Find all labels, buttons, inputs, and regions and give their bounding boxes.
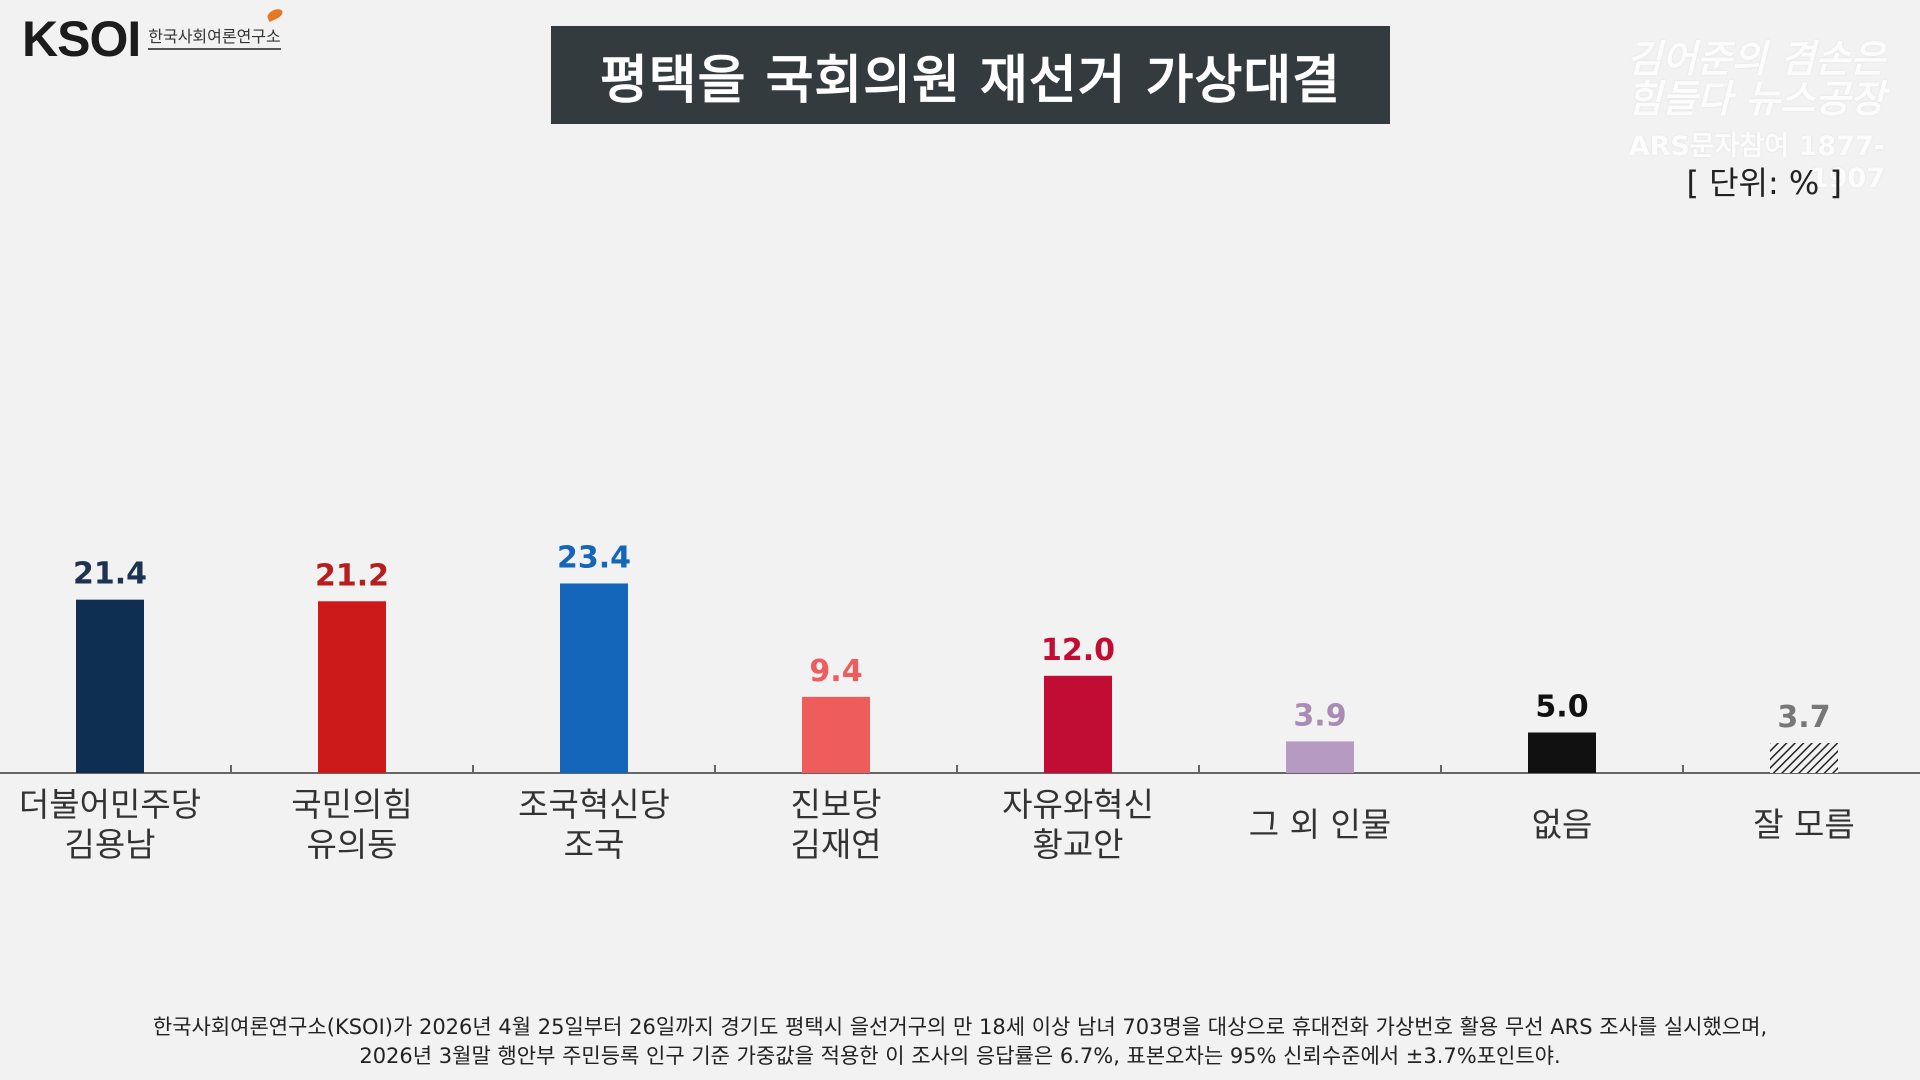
- tick-label: 국민의힘: [291, 785, 412, 824]
- logo-subtitle: 한국사회여론연구소: [148, 28, 281, 50]
- data-label: 5.0: [1535, 690, 1588, 725]
- tick-label: 그 외 인물: [1249, 805, 1391, 844]
- data-label: 9.4: [809, 654, 862, 689]
- tick-label: 조국혁신당: [518, 785, 670, 824]
- tick-label: 더불어민주당: [19, 785, 201, 824]
- tick-label: 유의동: [306, 825, 397, 864]
- tick-label: 김재연: [790, 825, 881, 864]
- tick-label: 황교안: [1032, 825, 1123, 864]
- tick-label: 조국: [564, 825, 625, 864]
- bar: [1770, 743, 1838, 773]
- data-label: 3.7: [1777, 700, 1830, 735]
- tick-label: 없음: [1532, 805, 1593, 844]
- data-label: 21.4: [73, 557, 147, 592]
- footnote-line-2: 2026년 3월말 행안부 주민등록 인구 기준 가중값을 적용한 이 조사의 …: [359, 1044, 1561, 1068]
- ksoi-logo: KSOI 한국사회여론연구소: [22, 7, 284, 67]
- data-label: 12.0: [1041, 633, 1115, 668]
- data-label: 23.4: [557, 540, 631, 575]
- bar: [1286, 741, 1354, 773]
- bar: [1528, 732, 1596, 773]
- bar: [76, 599, 144, 773]
- footnote-line-1: 한국사회여론연구소(KSOI)가 2026년 4월 25일부터 26일까지 경기…: [152, 1015, 1768, 1039]
- watermark-show-name: 김어준의 겸손은힘들다 뉴스공장: [1627, 37, 1885, 121]
- broadcast-watermark: 김어준의 겸손은힘들다 뉴스공장 ARS문자참여 1877-1907: [1605, 37, 1885, 194]
- tick-label: 진보당: [790, 785, 881, 824]
- watermark-ars-line: ARS문자참여 1877-1907: [1628, 130, 1885, 194]
- tick-label: 자유와혁신: [1002, 785, 1154, 824]
- bar: [318, 601, 386, 773]
- data-label: 3.9: [1293, 698, 1346, 733]
- chart-title: 평택을 국회의원 재선거 가상대결: [551, 26, 1390, 124]
- bar: [1044, 675, 1112, 773]
- unit-label: [ 단위: % ]: [1686, 164, 1842, 202]
- logo-mark: KSOI: [22, 11, 141, 67]
- bar: [802, 696, 870, 773]
- survey-footnote: 한국사회여론연구소(KSOI)가 2026년 4월 25일부터 26일까지 경기…: [0, 1013, 1920, 1071]
- tick-label: 김용남: [64, 825, 155, 864]
- tick-label: 잘 모름: [1753, 805, 1855, 844]
- data-label: 21.2: [315, 558, 389, 593]
- bar: [560, 583, 628, 773]
